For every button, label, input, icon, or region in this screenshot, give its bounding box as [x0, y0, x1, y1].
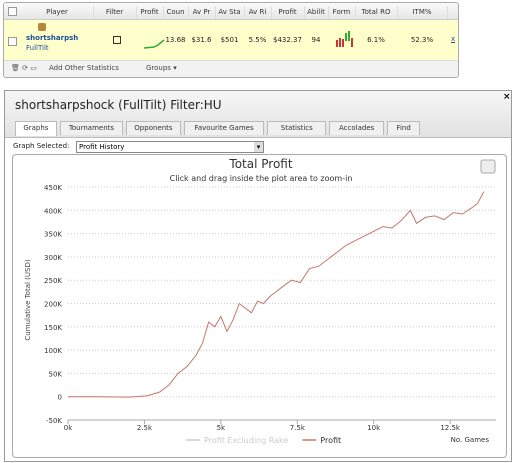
form-bar	[351, 38, 353, 47]
graph-label: Graph Selected:	[13, 142, 70, 150]
chart-title: Total Profit	[228, 157, 292, 171]
x-tick-label: 10k	[367, 424, 381, 432]
groups-button[interactable]: Groups ▾	[146, 64, 177, 72]
column-header[interactable]: Total RO	[355, 6, 398, 18]
column-header[interactable]: Av Sta	[215, 6, 245, 18]
chart-frame	[12, 154, 507, 458]
panel-title: shortsharpshock (FullTilt) Filter:HU	[15, 98, 222, 112]
column-header[interactable]: Filter	[93, 6, 137, 18]
x-tick-label: 5k	[217, 424, 226, 432]
stat-cell: $31.6	[191, 36, 212, 44]
form-bar	[339, 38, 341, 47]
stat-cell: $432.37	[273, 36, 302, 44]
column-header[interactable]: Profit	[271, 6, 305, 18]
y-tick-label: 350K	[44, 231, 62, 239]
chart-subtitle: Click and drag inside the plot area to z…	[170, 174, 353, 183]
remove-link[interactable]: x	[451, 35, 456, 43]
legend-label: Profit Excluding Rake	[204, 436, 288, 445]
select-arrow: ▾	[254, 142, 263, 152]
column-header[interactable]: Coun	[163, 6, 189, 18]
tab[interactable]: Graphs	[15, 121, 57, 136]
form-bar	[348, 31, 350, 41]
y-tick-label: 250K	[44, 277, 62, 285]
y-tick-label: 50K	[49, 370, 63, 378]
graph-selected: Profit History	[79, 143, 125, 151]
tab[interactable]: Tournaments	[59, 121, 124, 135]
y-tick-label: 200K	[44, 301, 62, 309]
stat-cell: 13.68	[165, 36, 186, 44]
toolbar	[4, 61, 458, 77]
data-row	[4, 20, 458, 61]
column-header[interactable]: Abilit	[304, 6, 329, 18]
tab[interactable]: Favourite Games	[183, 121, 265, 135]
x-tick-label: 7.5k	[290, 424, 306, 432]
y-tick-label: 300K	[44, 254, 62, 262]
player-name[interactable]: shortsharpsh	[26, 34, 79, 42]
x-tick-label: 0k	[64, 424, 73, 432]
y-tick-label: 400K	[44, 207, 62, 215]
stat-cell: 94	[311, 36, 321, 44]
tab[interactable]: Statistics	[267, 121, 327, 135]
column-header[interactable]: ITM%	[397, 6, 448, 18]
filter-icon[interactable]	[113, 36, 121, 44]
export-button[interactable]	[480, 159, 496, 174]
add-stats-button[interactable]: Add Other Statistics	[49, 64, 119, 72]
profile-panel: shortsharpshock (FullTilt) Filter:HU × G…	[4, 90, 512, 462]
x-tick-label: 12.5k	[440, 424, 461, 432]
x-axis-title: No. Games	[451, 436, 490, 444]
stat-cell: 52.3%	[410, 36, 434, 44]
graph-select[interactable]: Profit History ▾	[76, 141, 264, 153]
checkbox[interactable]	[8, 7, 17, 16]
player-site: FullTilt	[26, 44, 49, 52]
sparkline-line	[143, 39, 165, 49]
form-bar	[345, 33, 347, 41]
tab[interactable]: Accolades	[329, 121, 384, 135]
y-axis-title: Cumulative Total (USD)	[24, 259, 32, 340]
close-button[interactable]: ×	[503, 92, 511, 102]
column-header[interactable]: Profit	[136, 6, 164, 18]
form-bar	[342, 39, 344, 47]
checkbox[interactable]	[8, 37, 17, 46]
sparkline	[143, 39, 165, 49]
tab[interactable]: Opponents	[126, 121, 181, 135]
form-bar	[336, 40, 338, 47]
column-header[interactable]: Form	[328, 6, 356, 18]
groups-label: Groups	[146, 64, 171, 72]
column-header[interactable]: Av Ri	[244, 6, 272, 18]
y-tick-label: 150K	[44, 324, 62, 332]
y-tick-label: -50K	[46, 417, 62, 425]
column-header[interactable]: Av Pr	[188, 6, 216, 18]
tab[interactable]: Find	[387, 121, 421, 135]
stats-panel: shortsharpsh FullTilt x 🗑 ⟳ ▭ Add Other …	[3, 2, 459, 78]
y-tick-label: 100K	[44, 347, 62, 355]
header-row	[4, 3, 458, 20]
toolbar-icons[interactable]: 🗑 ⟳ ▭	[11, 64, 37, 72]
y-tick-label: 450K	[44, 184, 62, 192]
y-tick-label: 0	[58, 394, 62, 402]
stat-cell: 5.5%	[248, 36, 267, 44]
player-icon	[38, 23, 46, 31]
form-bars	[336, 31, 353, 47]
x-tick-label: 2.5k	[137, 424, 153, 432]
stat-cell: 6.1%	[367, 36, 385, 44]
profit-line	[68, 191, 485, 398]
stat-cell: $501	[220, 36, 239, 44]
legend-label: Profit	[320, 436, 341, 445]
column-header[interactable]: Player	[21, 6, 94, 18]
